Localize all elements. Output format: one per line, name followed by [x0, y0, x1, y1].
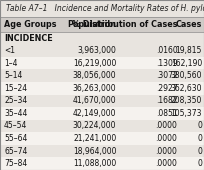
- Text: 0: 0: [197, 134, 202, 143]
- Text: 3,963,000: 3,963,000: [77, 46, 116, 55]
- Text: 162,190: 162,190: [171, 59, 202, 67]
- Text: 1–4: 1–4: [4, 59, 18, 67]
- FancyBboxPatch shape: [0, 32, 204, 44]
- Text: 75–84: 75–84: [4, 159, 27, 168]
- Text: Cases: Cases: [176, 20, 202, 29]
- Text: .3072: .3072: [156, 71, 177, 80]
- Text: .1309: .1309: [156, 59, 177, 67]
- Text: 208,350: 208,350: [171, 96, 202, 105]
- Text: .2927: .2927: [156, 84, 177, 93]
- Text: 0: 0: [197, 159, 202, 168]
- Text: .0000: .0000: [156, 147, 177, 156]
- Text: INCIDENCE: INCIDENCE: [4, 34, 53, 43]
- Text: 16,219,000: 16,219,000: [73, 59, 116, 67]
- FancyBboxPatch shape: [0, 107, 204, 120]
- Text: .0160: .0160: [156, 46, 177, 55]
- Text: .0851: .0851: [156, 109, 177, 118]
- FancyBboxPatch shape: [0, 132, 204, 145]
- Text: 19,815: 19,815: [176, 46, 202, 55]
- FancyBboxPatch shape: [0, 57, 204, 69]
- Text: 36,263,000: 36,263,000: [73, 84, 116, 93]
- Text: 380,560: 380,560: [171, 71, 202, 80]
- Text: <1: <1: [4, 46, 15, 55]
- Text: 42,149,000: 42,149,000: [73, 109, 116, 118]
- FancyBboxPatch shape: [0, 145, 204, 157]
- FancyBboxPatch shape: [0, 17, 204, 32]
- Text: 55–64: 55–64: [4, 134, 28, 143]
- Text: 45–54: 45–54: [4, 122, 28, 130]
- FancyBboxPatch shape: [0, 95, 204, 107]
- FancyBboxPatch shape: [0, 120, 204, 132]
- Text: 65–74: 65–74: [4, 147, 28, 156]
- Text: 38,056,000: 38,056,000: [73, 71, 116, 80]
- Text: 15–24: 15–24: [4, 84, 27, 93]
- FancyBboxPatch shape: [0, 157, 204, 170]
- Text: .0000: .0000: [156, 159, 177, 168]
- Text: Table A7–1   Incidence and Mortality Rates of H. pylori Infection: Table A7–1 Incidence and Mortality Rates…: [6, 4, 204, 13]
- Text: .0000: .0000: [156, 122, 177, 130]
- Text: 362,630: 362,630: [171, 84, 202, 93]
- Text: 18,964,000: 18,964,000: [73, 147, 116, 156]
- FancyBboxPatch shape: [0, 44, 204, 57]
- Text: 0: 0: [197, 122, 202, 130]
- Text: 11,088,000: 11,088,000: [73, 159, 116, 168]
- FancyBboxPatch shape: [0, 0, 204, 17]
- Text: 30,224,000: 30,224,000: [73, 122, 116, 130]
- FancyBboxPatch shape: [0, 82, 204, 95]
- Text: Population: Population: [67, 20, 116, 29]
- Text: 25–34: 25–34: [4, 96, 27, 105]
- Text: 21,241,000: 21,241,000: [73, 134, 116, 143]
- Text: Age Groups: Age Groups: [4, 20, 57, 29]
- Text: 0: 0: [197, 147, 202, 156]
- Text: 5–14: 5–14: [4, 71, 22, 80]
- Text: 41,670,000: 41,670,000: [73, 96, 116, 105]
- Text: % Distribution of Cases: % Distribution of Cases: [72, 20, 177, 29]
- FancyBboxPatch shape: [0, 69, 204, 82]
- Text: .1682: .1682: [156, 96, 177, 105]
- Text: 105,373: 105,373: [171, 109, 202, 118]
- Text: .0000: .0000: [156, 134, 177, 143]
- Text: 35–44: 35–44: [4, 109, 28, 118]
